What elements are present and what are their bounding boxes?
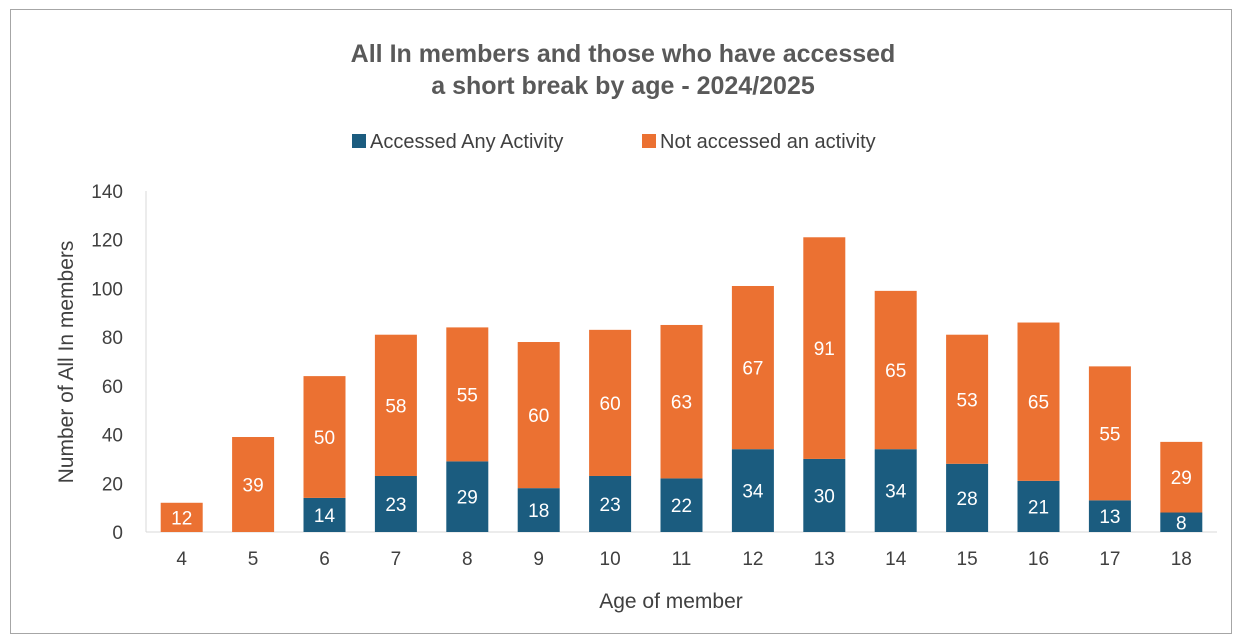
x-axis: 4 5 6 7 8 9 10 11 12 13 14 15 16 17 18 [176,549,1191,570]
data-label-accessed: 23 [385,495,406,516]
bar-accessed [446,461,489,532]
legend: Accessed Any Activity Not accessed an ac… [352,131,876,153]
data-label-not-accessed: 55 [1099,424,1120,445]
x-tick-label: 17 [1099,549,1120,570]
y-tick-label: 0 [112,523,123,544]
bars: 12 39 14 50 23 58 29 55 18 60 23 60 22 63 34 67 30 91 34 65… [160,237,1203,534]
bar-not-accessed [303,376,346,498]
x-tick-label: 15 [957,549,978,570]
data-label-accessed: 34 [885,482,907,503]
x-tick-label: 11 [672,549,692,570]
x-tick-label: 10 [600,549,621,570]
bar-accessed [374,475,417,532]
data-label-accessed: 28 [957,489,978,510]
y-tick-label: 80 [102,328,123,349]
data-label-not-accessed: 39 [243,476,264,497]
x-tick-label: 8 [462,549,473,570]
data-label-not-accessed: 53 [957,390,978,411]
bar-not-accessed [874,290,917,450]
data-label-not-accessed: 12 [171,508,192,529]
x-tick-label: 6 [319,549,330,570]
data-label-not-accessed: 60 [528,406,549,427]
bar-not-accessed [731,285,774,450]
chart-title-line-2: a short break by age - 2024/2025 [431,72,815,100]
y-tick-label: 140 [91,182,123,203]
y-tick-label: 120 [91,231,123,252]
x-tick-label: 12 [742,549,763,570]
legend-label-accessed: Accessed Any Activity [370,131,563,153]
bar-accessed [946,463,989,532]
data-label-accessed: 18 [528,501,549,522]
x-tick-label: 18 [1171,549,1192,570]
bar-accessed [1088,500,1131,532]
bar-not-accessed [374,334,417,476]
x-tick-label: 9 [533,549,544,570]
bar-accessed [589,475,632,532]
y-tick-label: 60 [102,377,123,398]
y-axis-title: Number of All In members [55,241,78,484]
data-label-not-accessed: 65 [1028,393,1049,414]
data-label-accessed: 21 [1028,497,1049,518]
data-label-not-accessed: 63 [671,393,692,414]
data-label-accessed: 13 [1099,507,1120,528]
x-tick-label: 14 [885,549,907,570]
bar-accessed [660,478,703,532]
y-tick-label: 100 [91,279,123,300]
bar-not-accessed [160,502,203,532]
bar-accessed [803,458,846,532]
data-label-accessed: 14 [314,506,336,527]
bar-not-accessed [446,327,489,462]
x-tick-label: 4 [176,549,187,570]
data-label-accessed: 8 [1176,513,1187,534]
bar-not-accessed [803,237,846,459]
data-label-not-accessed: 55 [457,385,478,406]
bar-not-accessed [660,324,703,479]
data-label-not-accessed: 50 [314,428,335,449]
bar-accessed [1017,480,1060,532]
data-label-accessed: 29 [457,488,478,509]
legend-swatch-accessed [352,134,366,148]
data-label-not-accessed: 60 [600,394,621,415]
bar-accessed [517,488,560,532]
data-label-not-accessed: 91 [814,339,835,360]
stacked-bar-chart: All In members and those who have access… [55,40,1217,613]
bar-accessed [731,449,774,532]
data-label-accessed: 34 [742,482,764,503]
bar-not-accessed [946,334,989,464]
data-label-not-accessed: 65 [885,361,906,382]
bar-not-accessed [517,342,560,489]
bar-not-accessed [232,437,275,532]
bar-not-accessed [1160,441,1203,513]
y-tick-label: 40 [102,426,123,447]
data-label-accessed: 23 [600,495,621,516]
bar-accessed [303,497,346,532]
legend-label-not-accessed: Not accessed an activity [660,131,876,153]
x-axis-title: Age of member [599,590,743,613]
x-tick-label: 13 [814,549,835,570]
bar-not-accessed [589,329,632,476]
y-tick-label: 20 [102,474,123,495]
legend-swatch-not-accessed [642,134,656,148]
y-axis: 0 20 40 60 80 100 120 140 [91,182,123,544]
bar-accessed [874,449,917,532]
data-label-accessed: 30 [814,486,835,507]
chart-frame: All In members and those who have access… [10,9,1232,634]
data-label-not-accessed: 58 [385,396,406,417]
bar-not-accessed [1017,322,1060,481]
x-tick-label: 7 [391,549,402,570]
bar-not-accessed [1088,366,1131,501]
data-label-accessed: 22 [671,496,692,517]
data-label-not-accessed: 29 [1171,468,1192,489]
data-label-not-accessed: 67 [742,359,763,380]
x-tick-label: 16 [1028,549,1049,570]
chart-title-line-1: All In members and those who have access… [351,40,896,68]
bar-accessed [1160,512,1203,532]
x-tick-label: 5 [248,549,259,570]
